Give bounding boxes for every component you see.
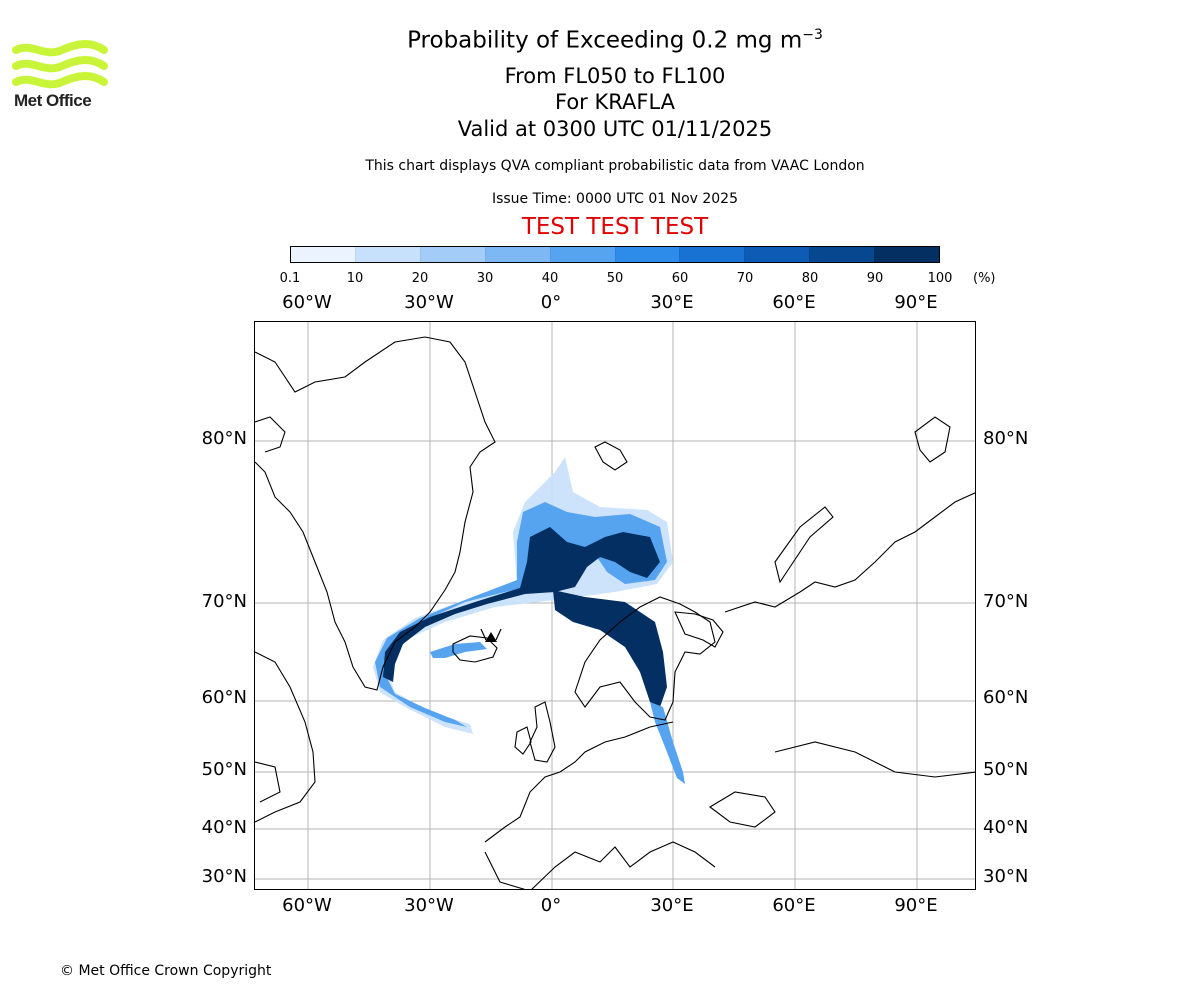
colorbar-segment — [874, 247, 940, 262]
volcano-marker-icon — [480, 628, 502, 642]
colorbar-tick-label: 60 — [671, 271, 689, 286]
longitude-label-top: 90°E — [894, 292, 938, 313]
kola-coast — [674, 611, 724, 648]
longitude-label-bottom: 30°E — [650, 895, 694, 916]
mediterranean-coast — [531, 841, 716, 889]
scandinavia-coast — [574, 596, 716, 721]
hudson-coast — [255, 761, 281, 803]
colorbar-segment — [744, 247, 810, 262]
colorbar-segment — [549, 247, 615, 262]
colorbar-unit: (%) — [973, 271, 996, 286]
svalbard-coast — [594, 441, 628, 471]
volcano-name: For KRAFLA — [555, 90, 675, 114]
latitude-label-right: 70°N — [983, 591, 1029, 612]
plume-high-probability-east — [553, 590, 667, 707]
greenland-west-fjords — [255, 416, 286, 453]
black-caspian-region — [709, 791, 776, 828]
taymyr-coast — [914, 416, 951, 463]
plume-mid-probability — [375, 502, 667, 727]
latitude-label-right: 80°N — [983, 428, 1029, 449]
volcano-plume-line-2 — [495, 628, 502, 641]
colorbar-tick-label: 40 — [541, 271, 559, 286]
latitude-label-left: 60°N — [201, 687, 247, 708]
longitude-label-top: 60°E — [772, 292, 816, 313]
test-banner: TEST TEST TEST — [521, 214, 709, 240]
colorbar-tick-label: 90 — [866, 271, 884, 286]
colorbar-tick-label: 100 — [927, 271, 953, 286]
europe-west-coast — [484, 721, 674, 843]
latitude-label-left: 50°N — [201, 759, 247, 780]
colorbar-tick-label: 20 — [411, 271, 429, 286]
siberian-coast — [724, 492, 975, 613]
colorbar-segment — [291, 247, 355, 262]
latitude-label-right: 40°N — [983, 817, 1029, 838]
colorbar-segment — [614, 247, 680, 262]
central-asia-border — [774, 741, 975, 778]
copyright-notice: © Met Office Crown Copyright — [60, 963, 272, 979]
source-note: This chart displays QVA compliant probab… — [365, 158, 865, 174]
validity-time: Valid at 0300 UTC 01/11/2025 — [457, 117, 773, 141]
volcano-plume-line-1 — [480, 628, 487, 641]
iberia-coast — [484, 851, 526, 889]
latitude-label-right: 30°N — [983, 866, 1029, 887]
colorbar-segment — [484, 247, 550, 262]
ash-plume — [373, 457, 685, 784]
plume-mid-probability-east-tail — [650, 702, 685, 784]
latitude-label-left: 40°N — [201, 817, 247, 838]
volcano-triangle — [485, 632, 497, 642]
probability-colorbar — [290, 246, 940, 263]
novaya-zemlya-coast — [774, 506, 834, 584]
longitude-label-bottom: 30°W — [404, 895, 454, 916]
logo-wave-1 — [12, 40, 108, 57]
coastlines — [255, 336, 975, 889]
colorbar-tick-label: 80 — [801, 271, 819, 286]
met-office-logo-icon — [12, 40, 108, 89]
map-canvas — [255, 322, 975, 889]
colorbar-tick-label: 0.1 — [279, 271, 301, 286]
longitude-label-top: 60°W — [282, 292, 332, 313]
map-gridlines — [255, 322, 975, 889]
colorbar-tick-label: 30 — [476, 271, 494, 286]
longitude-label-bottom: 60°W — [282, 895, 332, 916]
longitude-label-bottom: 90°E — [894, 895, 938, 916]
colorbar-tick-label: 10 — [346, 271, 364, 286]
chart-title-exponent: −3 — [802, 27, 823, 43]
issue-time: Issue Time: 0000 UTC 01 Nov 2025 — [491, 191, 739, 207]
longitude-label-top: 30°E — [650, 292, 694, 313]
map-panel — [254, 321, 976, 890]
colorbar-segment — [809, 247, 875, 262]
greenland-coast — [255, 336, 496, 691]
longitude-label-bottom: 60°E — [772, 895, 816, 916]
latitude-label-right: 60°N — [983, 687, 1029, 708]
colorbar-segment — [679, 247, 745, 262]
longitude-label-top: 0° — [540, 292, 562, 313]
plume-high-probability — [383, 527, 660, 682]
great-britain-coast — [529, 701, 556, 763]
longitude-label-top: 30°W — [404, 292, 454, 313]
chart-title-main: Probability of Exceeding 0.2 mg m — [407, 27, 803, 54]
logo-wave-2 — [12, 56, 108, 73]
longitude-label-bottom: 0° — [540, 895, 562, 916]
level-range: From FL050 to FL100 — [504, 64, 726, 88]
colorbar-tick-label: 50 — [606, 271, 624, 286]
ireland-coast — [514, 726, 532, 755]
colorbar-tick-label: 70 — [736, 271, 754, 286]
chart-title: Probability of Exceeding 0.2 mg m−3 — [300, 27, 930, 54]
met-office-logo-text: Met Office — [14, 91, 92, 110]
iceland-coast — [452, 635, 498, 663]
colorbar-segment — [354, 247, 420, 262]
latitude-label-left: 30°N — [201, 866, 247, 887]
latitude-label-left: 70°N — [201, 591, 247, 612]
plume-iceland-branch — [430, 642, 487, 658]
labrador-coast — [255, 651, 316, 823]
latitude-label-left: 80°N — [201, 428, 247, 449]
colorbar-segment — [419, 247, 485, 262]
latitude-label-right: 50°N — [983, 759, 1029, 780]
logo-wave-3 — [12, 72, 108, 89]
